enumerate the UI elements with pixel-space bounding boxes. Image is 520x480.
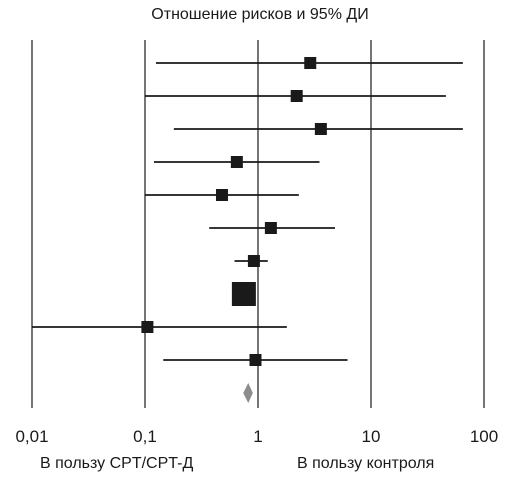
point-estimate-marker: [141, 321, 154, 333]
grid-lines: [31, 40, 485, 408]
x-tick-label: 0,1: [133, 427, 157, 446]
point-estimate-marker: [314, 123, 327, 135]
point-estimate-marker: [264, 222, 277, 234]
confidence-intervals: [32, 62, 463, 361]
chart-title: Отношение рисков и 95% ДИ: [151, 6, 369, 23]
point-estimate-marker: [249, 354, 262, 366]
pooled-estimate-diamond: [243, 383, 253, 403]
point-estimate-marker: [290, 90, 303, 102]
point-estimate-marker: [230, 156, 243, 168]
point-estimate-marker: [215, 189, 228, 201]
point-estimates: [141, 57, 327, 403]
favors-treatment-label: В пользу CPT/CPT-Д: [40, 455, 194, 472]
favors-control-label: В пользу контроля: [297, 455, 435, 472]
point-estimate-marker: [247, 255, 260, 267]
x-tick-label: 0,01: [15, 427, 48, 446]
x-tick-label: 10: [362, 427, 381, 446]
point-estimate-marker: [304, 57, 317, 69]
x-tick-label: 1: [253, 427, 262, 446]
point-estimate-marker: [231, 282, 256, 306]
x-axis-tick-labels: 0,01 0,1 1 10 100: [15, 427, 498, 446]
x-tick-label: 100: [470, 427, 498, 446]
